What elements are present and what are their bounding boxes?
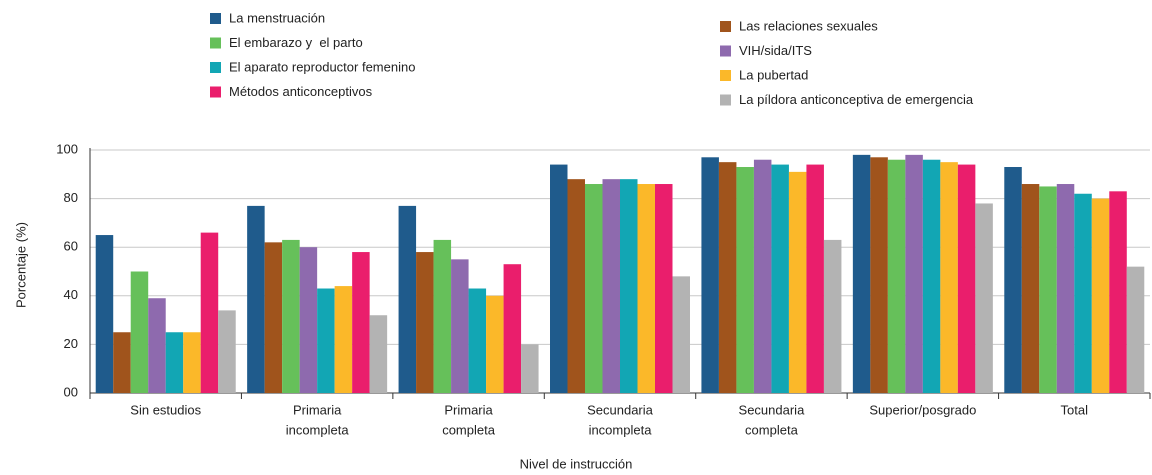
bar xyxy=(823,239,842,393)
bar xyxy=(1056,184,1075,393)
bar xyxy=(1039,186,1057,393)
x-axis-title: Nivel de instrucción xyxy=(520,456,633,471)
bar xyxy=(1074,193,1092,393)
bar xyxy=(922,159,941,393)
legend-label: El aparato reproductor femenino xyxy=(229,59,415,74)
y-tick-label: 40 xyxy=(64,287,78,302)
bar xyxy=(95,235,114,393)
bar xyxy=(183,332,201,393)
bar xyxy=(753,159,772,393)
legend-swatch xyxy=(210,37,221,49)
legend-label: La menstruación xyxy=(229,10,325,25)
y-tick-label: 20 xyxy=(64,336,78,351)
y-tick-label: 80 xyxy=(64,190,78,205)
legend-label: La píldora anticonceptiva de emergencia xyxy=(739,92,974,107)
bar xyxy=(165,332,184,393)
bar xyxy=(637,184,655,393)
bar xyxy=(655,184,673,393)
bar xyxy=(521,344,539,393)
bar xyxy=(806,164,824,393)
x-tick-label: Secundaria xyxy=(739,402,806,417)
bar xyxy=(451,259,469,393)
bar xyxy=(282,239,300,393)
legend-swatch xyxy=(720,45,731,57)
bar xyxy=(503,264,522,393)
y-axis-title: Porcentaje (%) xyxy=(13,222,28,308)
bar xyxy=(1109,191,1127,393)
legend-swatch xyxy=(210,86,221,98)
bar xyxy=(334,286,353,393)
bar xyxy=(352,252,370,393)
bar xyxy=(264,242,283,393)
y-tick-label: 60 xyxy=(64,239,78,254)
legend-swatch xyxy=(720,94,731,106)
x-tick-label: Sin estudios xyxy=(130,402,201,417)
bar xyxy=(433,239,452,393)
bar xyxy=(620,179,638,393)
bar xyxy=(416,252,434,393)
x-tick-label: incompleta xyxy=(589,422,653,437)
bar xyxy=(887,159,906,393)
legend-swatch xyxy=(720,21,731,32)
bar xyxy=(398,205,417,393)
x-tick-label: completa xyxy=(442,422,496,437)
legend-swatch xyxy=(210,62,221,73)
bar xyxy=(718,162,737,393)
legend-label: Métodos anticonceptivos xyxy=(229,84,373,99)
legend-label: Las relaciones sexuales xyxy=(739,18,878,33)
bar xyxy=(369,315,388,393)
bar xyxy=(672,276,690,393)
legend-label: La pubertad xyxy=(739,67,808,82)
bar xyxy=(870,157,888,393)
bar xyxy=(852,154,871,393)
bar xyxy=(940,162,958,393)
y-tick-label: 100 xyxy=(56,141,78,156)
bar xyxy=(130,271,149,393)
legend-swatch xyxy=(210,13,221,24)
x-tick-label: Primaria xyxy=(293,402,342,417)
bar xyxy=(299,247,318,393)
bar xyxy=(771,164,789,393)
bar xyxy=(701,157,719,393)
legend-swatch xyxy=(720,70,731,81)
bar xyxy=(468,288,487,393)
bar xyxy=(957,164,976,393)
bar xyxy=(1126,266,1145,393)
x-tick-label: incompleta xyxy=(286,422,350,437)
bar xyxy=(1091,198,1110,393)
bar xyxy=(486,295,504,393)
bar xyxy=(1004,167,1022,393)
bar xyxy=(905,154,923,393)
y-tick-label: 00 xyxy=(64,384,78,399)
x-tick-label: Primaria xyxy=(444,402,493,417)
legend-label: VIH/sida/ITS xyxy=(739,43,812,58)
legend-label: El embarazo y el parto xyxy=(229,35,363,50)
bar xyxy=(788,171,807,393)
bar xyxy=(317,288,335,393)
x-tick-label: Total xyxy=(1061,402,1089,417)
bar xyxy=(247,205,265,393)
bar xyxy=(148,298,166,393)
x-tick-label: Secundaria xyxy=(587,402,654,417)
bar xyxy=(567,179,585,393)
bar xyxy=(200,232,219,393)
bar xyxy=(585,184,603,393)
bar xyxy=(550,164,568,393)
bar xyxy=(218,310,236,393)
bar xyxy=(975,203,993,393)
x-tick-label: completa xyxy=(745,422,799,437)
bar xyxy=(736,167,754,393)
bar xyxy=(113,332,131,393)
x-tick-label: Superior/posgrado xyxy=(869,402,976,417)
bar xyxy=(1021,184,1040,393)
bar xyxy=(602,179,620,393)
